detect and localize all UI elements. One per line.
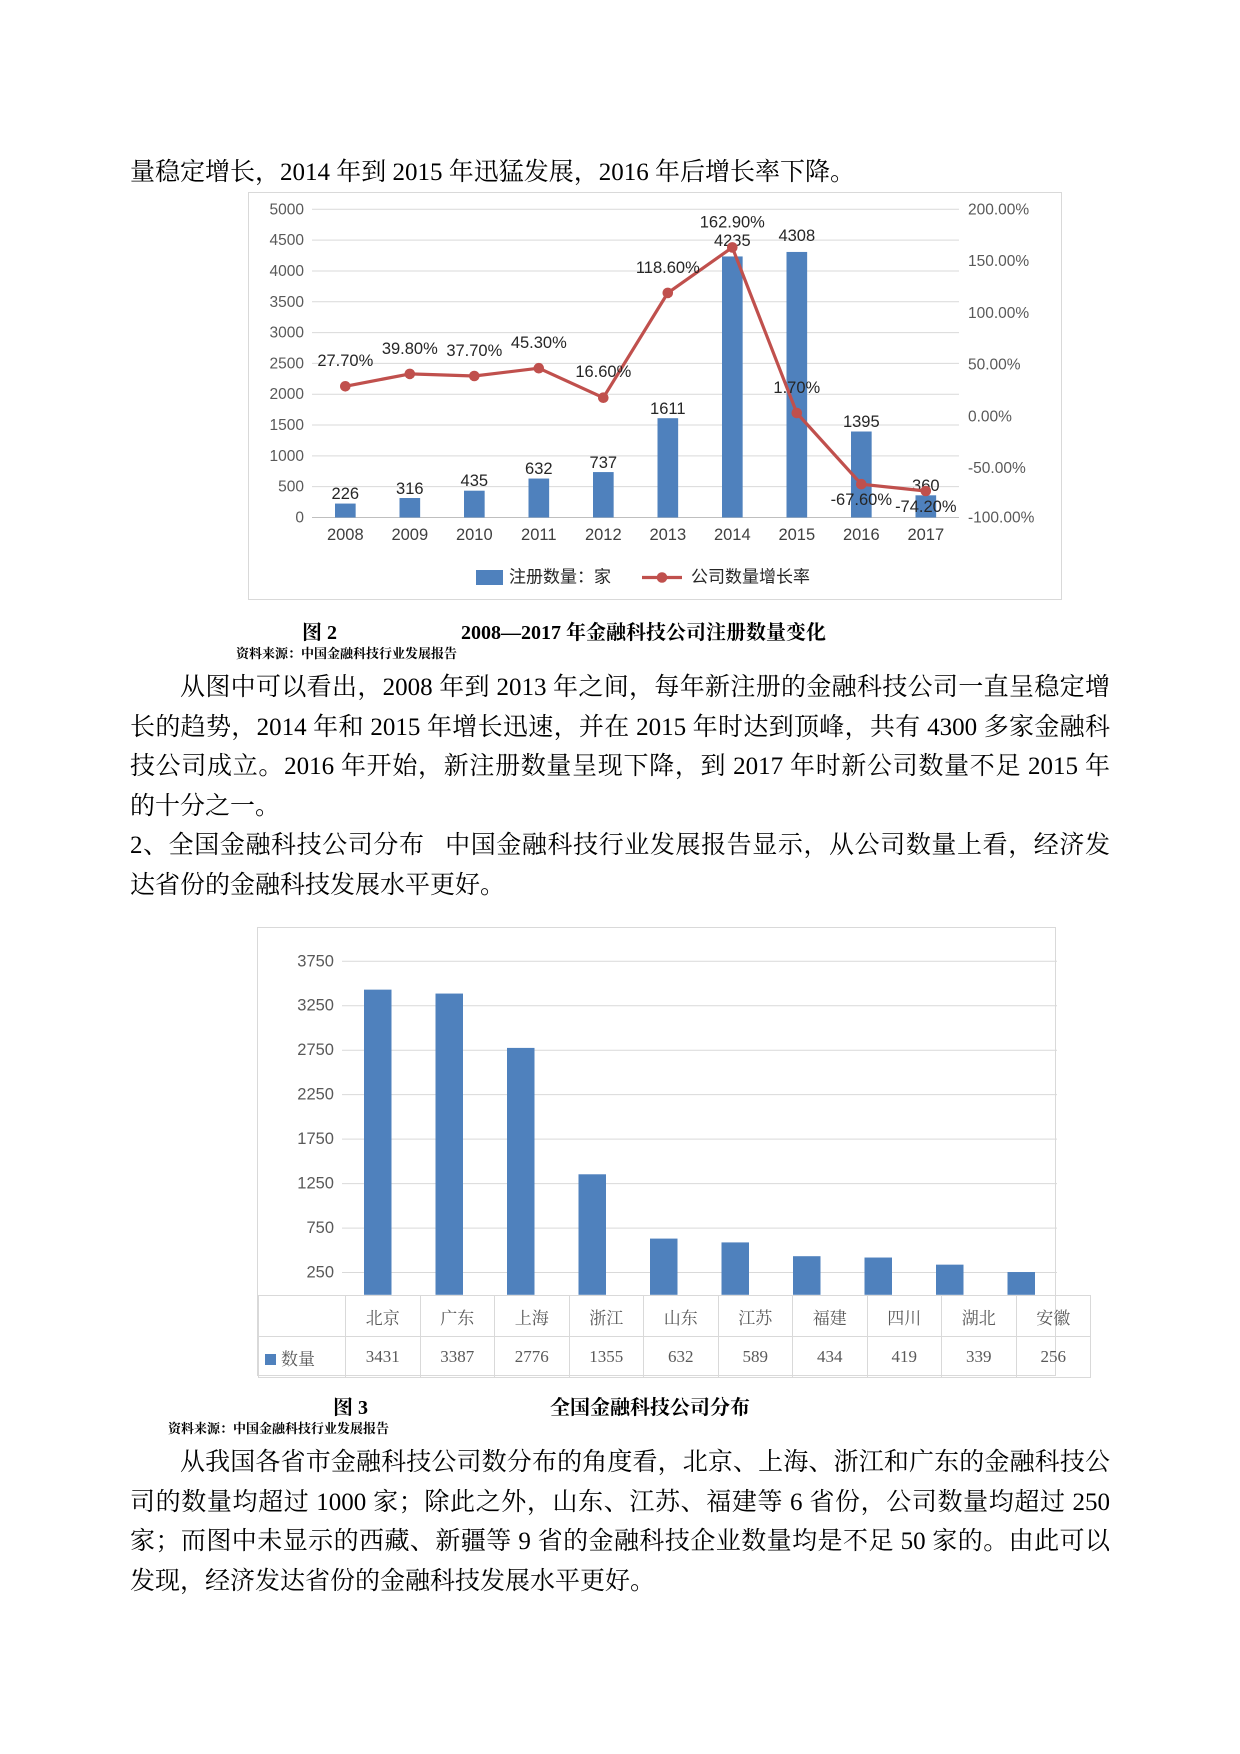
svg-text:2015: 2015 xyxy=(778,526,815,544)
svg-text:0.00%: 0.00% xyxy=(968,408,1012,425)
svg-text:100.00%: 100.00% xyxy=(968,305,1029,322)
svg-text:632: 632 xyxy=(525,460,553,478)
svg-text:1395: 1395 xyxy=(843,413,880,431)
svg-text:316: 316 xyxy=(396,480,424,498)
svg-text:118.60%: 118.60% xyxy=(636,259,700,277)
svg-text:226: 226 xyxy=(332,485,360,503)
svg-text:150.00%: 150.00% xyxy=(968,253,1029,270)
svg-text:5000: 5000 xyxy=(270,201,305,218)
svg-text:3500: 3500 xyxy=(270,294,305,311)
svg-text:39.80%: 39.80% xyxy=(382,340,438,358)
svg-text:750: 750 xyxy=(306,1219,334,1237)
svg-text:4308: 4308 xyxy=(778,227,815,245)
svg-text:37.70%: 37.70% xyxy=(446,342,502,360)
svg-text:-67.60%: -67.60% xyxy=(831,491,893,509)
svg-text:2017: 2017 xyxy=(907,526,944,544)
svg-text:2012: 2012 xyxy=(585,526,622,544)
svg-text:3750: 3750 xyxy=(297,952,334,970)
svg-text:公司数量增长率: 公司数量增长率 xyxy=(691,568,810,587)
svg-text:2750: 2750 xyxy=(297,1041,334,1059)
svg-text:2010: 2010 xyxy=(456,526,493,544)
svg-text:500: 500 xyxy=(278,479,304,496)
svg-text:1500: 1500 xyxy=(270,417,305,434)
svg-text:50.00%: 50.00% xyxy=(968,357,1021,374)
svg-text:2009: 2009 xyxy=(391,526,428,544)
svg-text:1000: 1000 xyxy=(270,448,305,465)
svg-text:4500: 4500 xyxy=(270,232,305,249)
svg-text:2013: 2013 xyxy=(649,526,686,544)
svg-text:-74.20%: -74.20% xyxy=(895,498,957,516)
svg-text:1750: 1750 xyxy=(297,1130,334,1148)
svg-text:1611: 1611 xyxy=(650,400,685,418)
svg-text:200.00%: 200.00% xyxy=(968,201,1029,218)
svg-text:2014: 2014 xyxy=(714,526,751,544)
svg-text:2000: 2000 xyxy=(270,386,305,403)
svg-text:4000: 4000 xyxy=(270,263,305,280)
svg-text:435: 435 xyxy=(461,472,489,490)
svg-text:2016: 2016 xyxy=(843,526,880,544)
svg-text:250: 250 xyxy=(306,1264,334,1282)
svg-text:-50.00%: -50.00% xyxy=(968,460,1026,477)
svg-text:737: 737 xyxy=(590,454,618,472)
svg-text:0: 0 xyxy=(295,510,304,527)
svg-text:2250: 2250 xyxy=(297,1086,334,1104)
svg-text:1.70%: 1.70% xyxy=(773,379,820,397)
svg-text:2500: 2500 xyxy=(270,355,305,372)
svg-text:16.60%: 16.60% xyxy=(575,363,631,381)
svg-text:27.70%: 27.70% xyxy=(317,352,373,370)
svg-text:45.30%: 45.30% xyxy=(511,334,567,352)
svg-text:2008: 2008 xyxy=(327,526,364,544)
svg-text:3000: 3000 xyxy=(270,325,305,342)
svg-text:3250: 3250 xyxy=(297,997,334,1015)
svg-text:2011: 2011 xyxy=(521,526,556,544)
svg-text:-100.00%: -100.00% xyxy=(968,510,1035,527)
svg-text:162.90%: 162.90% xyxy=(700,214,765,232)
svg-text:注册数量：家: 注册数量：家 xyxy=(509,568,611,587)
svg-text:1250: 1250 xyxy=(297,1175,334,1193)
